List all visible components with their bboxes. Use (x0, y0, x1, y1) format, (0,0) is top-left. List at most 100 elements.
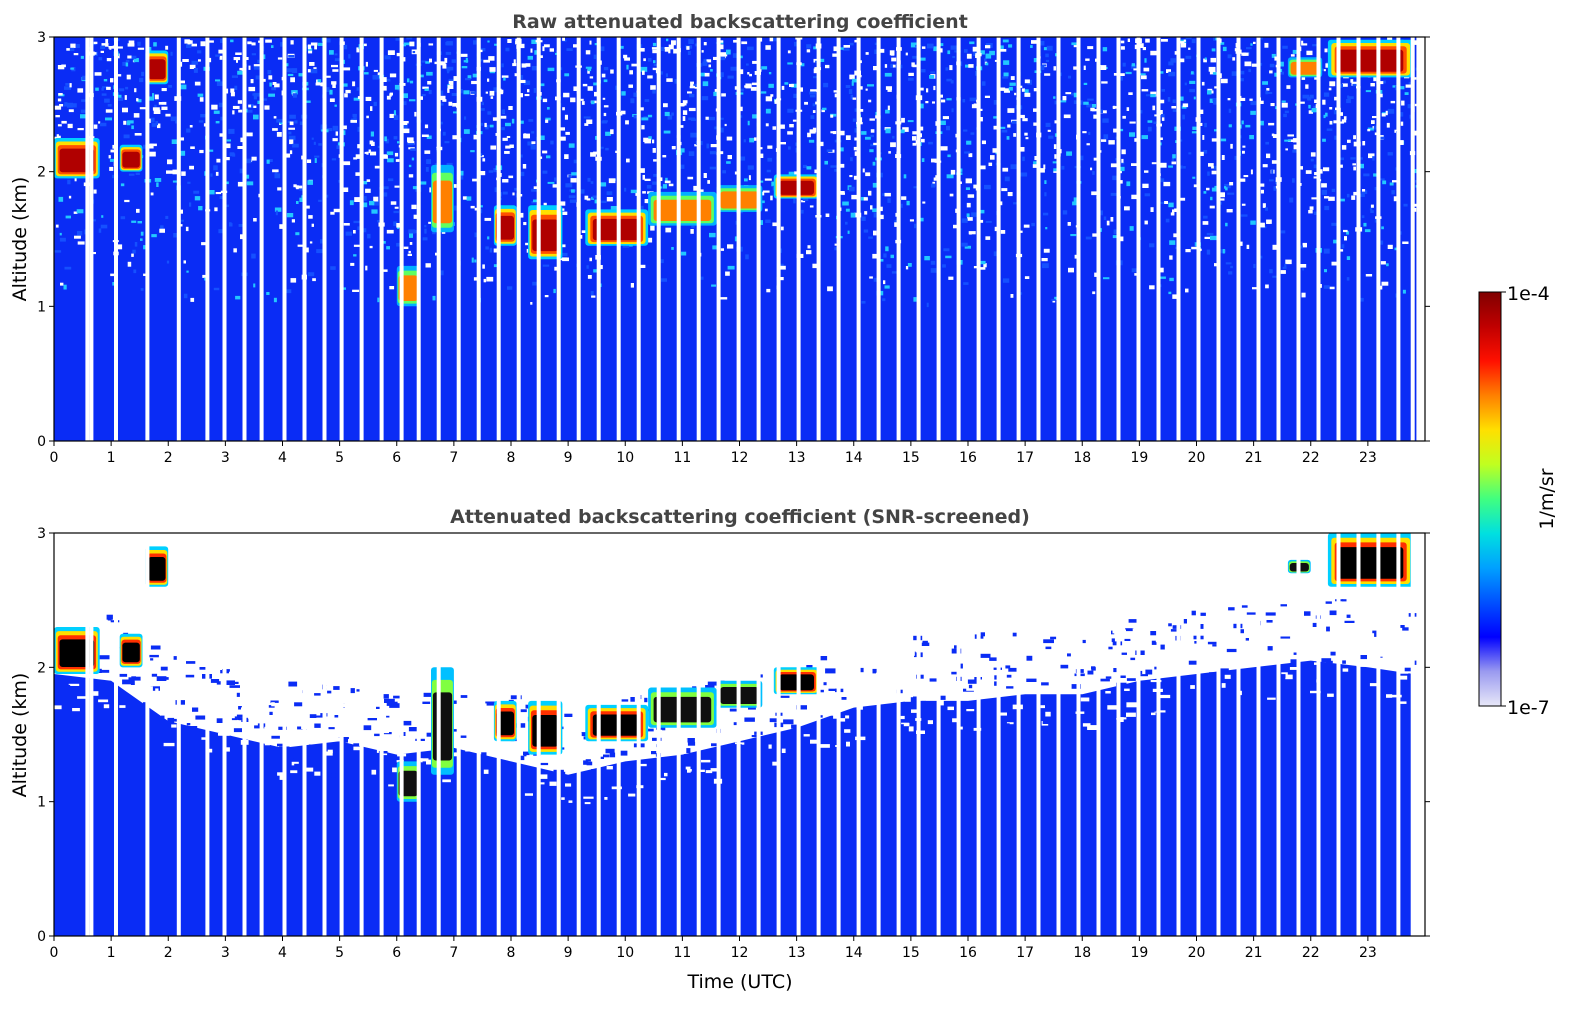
panel1-gap (1396, 37, 1401, 441)
panel1-noise-speck (189, 125, 193, 128)
panel2-edge-speck (1209, 672, 1216, 676)
panel1-noise-speck (501, 63, 504, 68)
panel2-edge-speck (74, 698, 80, 701)
panel1-noise-speck (1212, 72, 1220, 75)
panel1-noise-speck (887, 87, 892, 92)
panel1-noise-speck (527, 55, 533, 60)
panel1-noise-speck (568, 195, 576, 199)
panel1-noise-speck (329, 98, 335, 102)
panel2-edge-speck (1289, 667, 1298, 670)
panel1-noise-speck (353, 117, 357, 120)
panel1-noise-speck (743, 139, 746, 143)
panel2-edge-speck (236, 714, 243, 718)
panel1-noise-speck (1181, 105, 1187, 109)
panel1-noise-speck (180, 219, 184, 222)
panel1-noise-speck (474, 259, 477, 263)
panel2-edge-speck (937, 641, 948, 644)
panel2-gap (1410, 533, 1415, 936)
panel1-noise-speck (508, 106, 513, 110)
panel1-noise-speck (1340, 83, 1343, 88)
panel1-noise-speck (1082, 131, 1087, 134)
panel1-noise-speck (969, 41, 975, 45)
panel2-edge-speck (1105, 689, 1116, 692)
panel1-noise-speck (357, 226, 360, 230)
panel1-noise-speck (154, 94, 159, 100)
panel1-noise-speck (1308, 110, 1313, 114)
panel1-noise-speck (153, 109, 161, 114)
panel2-edge-speck (329, 724, 339, 728)
panel1-noise-speck (718, 44, 724, 50)
panel2-edge-speck (1405, 690, 1414, 694)
panel1-noise-speck (946, 125, 950, 131)
panel1-noise-speck (621, 110, 626, 115)
panel1-noise-speck (1061, 165, 1065, 170)
panel1-noise-speck (1209, 98, 1213, 103)
panel1-noise-speck (643, 58, 646, 62)
panel1-noise-speck (1068, 267, 1074, 273)
panel1-noise-speck (1000, 230, 1006, 234)
panel2-edge-speck (564, 713, 573, 717)
panel1-noise-speck (161, 101, 167, 105)
panel1-noise-speck (140, 238, 143, 241)
panel2-edge-speck (688, 760, 693, 763)
panel2-edge-speck (859, 667, 864, 673)
panel2-edge-speck (1132, 687, 1138, 690)
panel1-noise-speck (798, 87, 803, 92)
panel2-edge-speck (1330, 681, 1339, 686)
panel1-cloud-layer (1338, 49, 1404, 72)
panel1-noise-speck (1024, 89, 1029, 94)
panel2-edge-speck (186, 723, 191, 726)
panel2-edge-speck (687, 769, 692, 773)
panel2-edge-speck (984, 701, 991, 707)
panel1-noise-speck (252, 93, 255, 96)
panel2-edge-speck (1126, 678, 1136, 681)
panel1-noise-speck (386, 229, 394, 234)
panel2-edge-speck (978, 712, 987, 717)
panel1-noise-speck (425, 263, 431, 268)
panel2-gap (1116, 533, 1121, 936)
panel1-noise-speck (903, 174, 907, 179)
panel1-noise-speck (369, 140, 374, 145)
panel1-noise-speck (501, 127, 505, 131)
panel1-noise-speck (749, 73, 752, 77)
panel1-noise-speck (1160, 71, 1164, 74)
panel2-edge-speck (516, 705, 528, 708)
panel1-noise-speck (165, 113, 171, 117)
panel1-noise-speck (979, 165, 986, 170)
panel2-edge-speck (350, 688, 355, 694)
panel2-edge-speck (937, 695, 946, 700)
panel1-noise-speck (910, 42, 917, 48)
panel1-noise-speck (1002, 39, 1009, 43)
panel2-cloud-layer (148, 557, 166, 581)
panel1-noise-speck (393, 221, 398, 227)
panel2-gap (516, 533, 521, 936)
panel1-noise-speck (667, 114, 673, 120)
panel1-noise-speck (1009, 82, 1016, 86)
panel1-noise-speck (1203, 191, 1207, 194)
panel1-noise-speck (694, 144, 699, 147)
panel1-noise-speck (288, 127, 295, 130)
panel1-noise-speck (106, 69, 109, 72)
panel1-noise-speck (720, 248, 724, 251)
panel1-noise-speck (598, 46, 605, 52)
panel2-edge-speck (1012, 632, 1020, 637)
panel2-edge-speck (230, 744, 239, 750)
panel1-noise-speck (770, 94, 774, 97)
panel2-edge-speck (911, 709, 919, 713)
panel1-noise-speck (1284, 263, 1287, 268)
panel1-noise-speck (291, 90, 298, 95)
panel1-noise-speck (801, 209, 804, 214)
panel1-noise-speck (453, 111, 459, 114)
panel1-noise-speck (308, 50, 313, 54)
panel1-noise-speck (58, 196, 64, 202)
panel1-cloud-layer (653, 199, 712, 221)
panel1-noise-speck (633, 92, 639, 97)
panel1-noise-speck (587, 177, 591, 182)
panel1-noise-speck (1007, 108, 1015, 113)
panel1-noise-speck (872, 182, 879, 188)
panel2-edge-speck (590, 762, 601, 766)
panel1-noise-speck (948, 276, 954, 280)
panel1-noise-speck (787, 50, 791, 54)
panel1-noise-speck (727, 265, 735, 270)
panel1-noise-speck (694, 86, 698, 89)
